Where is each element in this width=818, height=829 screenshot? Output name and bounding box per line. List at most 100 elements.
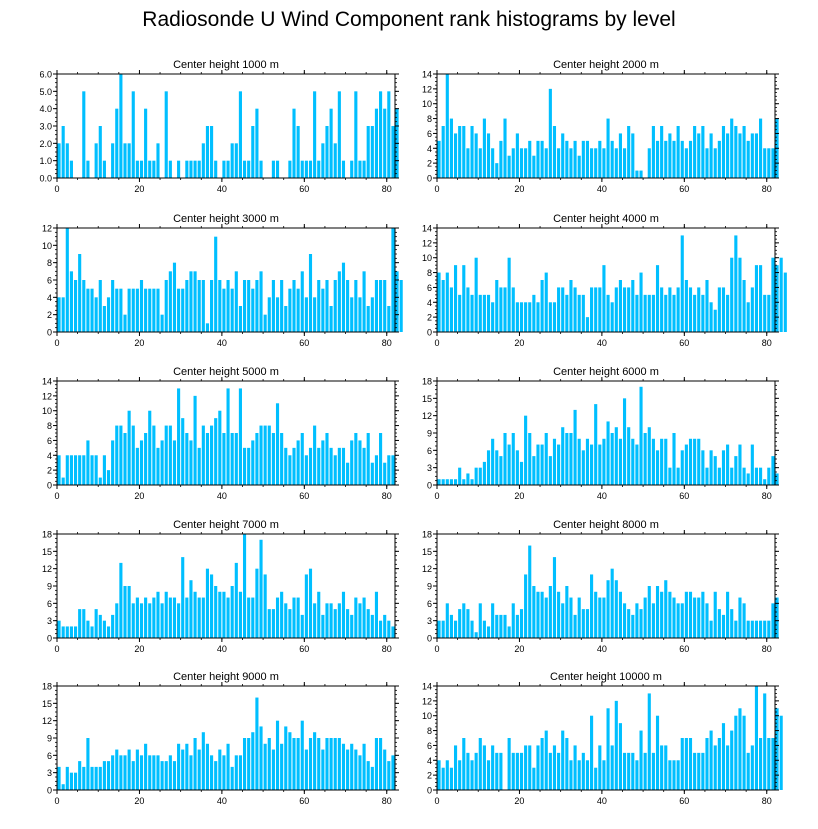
histogram-bar (73, 772, 78, 790)
histogram-bar (524, 574, 528, 638)
histogram-bar (647, 148, 651, 178)
histogram-bar (222, 433, 226, 485)
histogram-bar (102, 620, 106, 638)
histogram-bar (503, 433, 507, 485)
histogram-bar (721, 723, 726, 790)
histogram-bar (449, 614, 453, 638)
histogram-bar (544, 730, 548, 790)
histogram-bar (458, 609, 462, 638)
histogram-bar (362, 160, 366, 178)
histogram-bar (754, 686, 759, 790)
histogram-bar (478, 294, 482, 332)
histogram-bar (251, 126, 255, 178)
histogram-bar (90, 288, 94, 332)
histogram-bar (177, 743, 181, 790)
histogram-bar (726, 444, 730, 485)
histogram-bar (379, 280, 383, 332)
histogram-bar (453, 745, 458, 790)
histogram-bar (763, 693, 767, 790)
histogram-bar (57, 620, 61, 638)
histogram-bar (341, 160, 346, 178)
histogram-bar (78, 254, 82, 332)
histogram-bar (627, 427, 631, 485)
histogram-bar (172, 597, 177, 638)
histogram-bar (288, 288, 292, 332)
histogram-bar (197, 749, 201, 790)
histogram-bar (519, 302, 524, 332)
histogram-bar (90, 455, 94, 485)
panel-title: Center height 9000 m (173, 671, 279, 683)
histogram-bar (292, 108, 296, 178)
histogram-bar (308, 160, 313, 178)
histogram-bar (267, 425, 271, 485)
y-tick-label: 6 (427, 283, 432, 293)
histogram-bar (705, 738, 709, 790)
histogram-bar (123, 433, 127, 485)
histogram-bar (639, 386, 643, 485)
histogram-bar (152, 597, 156, 638)
histogram-bar (308, 738, 313, 790)
histogram-bar (672, 140, 676, 178)
histogram-bar (164, 91, 168, 178)
histogram-bar (511, 433, 515, 485)
histogram-bar (325, 603, 329, 638)
histogram-bar (230, 586, 234, 638)
histogram-bar (779, 715, 783, 790)
histogram-bar (474, 752, 478, 790)
histogram-bar (486, 626, 491, 638)
histogram-bar (267, 609, 271, 638)
histogram-bar (622, 148, 627, 178)
histogram-bar (127, 143, 131, 178)
histogram-bar (775, 597, 779, 638)
histogram-bar (524, 302, 528, 332)
histogram-bar (275, 160, 280, 178)
histogram-bar (387, 455, 391, 485)
histogram-bar (614, 580, 618, 638)
histogram-bar (280, 743, 284, 790)
histogram-bar (569, 280, 573, 332)
histogram-bar (172, 262, 177, 332)
histogram-bar (350, 440, 354, 485)
histogram-bar (337, 271, 341, 332)
histogram-bar (474, 257, 478, 332)
x-tick-label: 0 (434, 491, 439, 501)
histogram-bar (337, 447, 341, 485)
histogram-bar (94, 609, 98, 638)
histogram-bar (189, 440, 193, 485)
histogram-bar (453, 479, 458, 485)
y-tick-label: 3 (47, 768, 52, 778)
histogram-bar (726, 294, 730, 332)
y-tick-label: 2 (47, 466, 52, 476)
histogram-bar (503, 287, 507, 332)
x-tick-label: 60 (299, 644, 309, 654)
histogram-bar (197, 280, 201, 332)
histogram-bar (655, 586, 660, 638)
histogram-bar (201, 425, 205, 485)
histogram-bar (226, 743, 230, 790)
histogram-bar (152, 755, 156, 790)
histogram-bar (614, 287, 618, 332)
histogram-bar (717, 140, 721, 178)
histogram-bar (746, 473, 750, 485)
histogram-bar (86, 288, 90, 332)
x-tick-label: 80 (762, 184, 772, 194)
histogram-bar (98, 280, 102, 332)
histogram-bar (581, 609, 585, 638)
histogram-bar (374, 108, 379, 178)
y-tick-label: 6 (427, 129, 432, 139)
y-tick-label: 9 (47, 582, 52, 592)
y-tick-label: 9 (427, 429, 432, 439)
histogram-bar (304, 297, 308, 332)
histogram-bar (437, 140, 441, 178)
histogram-bar (127, 749, 131, 790)
histogram-bar (242, 534, 247, 638)
histogram-bar (585, 438, 590, 485)
histogram-bar (618, 438, 622, 485)
histogram-bar (317, 447, 321, 485)
histogram-bar (275, 297, 280, 332)
histogram-bar (102, 160, 106, 178)
histogram-bar (734, 235, 738, 332)
histogram-bar (701, 450, 705, 485)
histogram-bar (251, 288, 255, 332)
histogram-bar (730, 118, 734, 178)
